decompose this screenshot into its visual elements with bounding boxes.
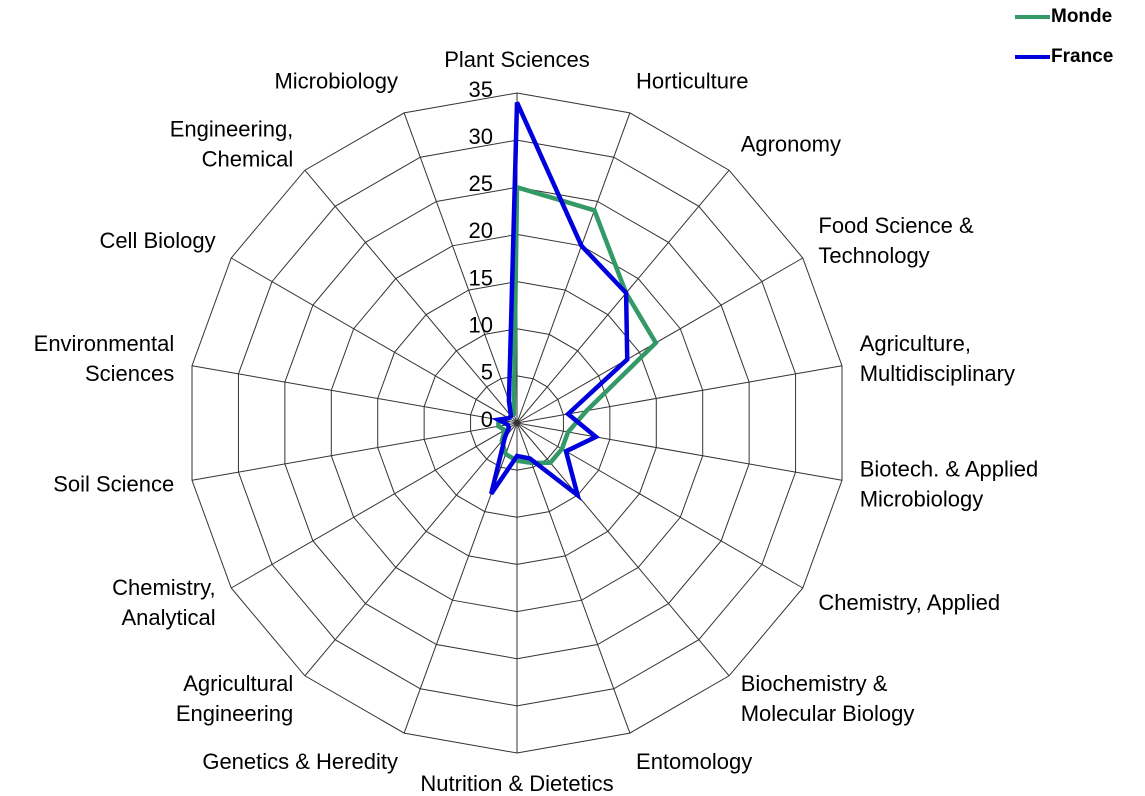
category-label: Nutrition & Dietetics	[420, 771, 613, 796]
category-label: Horticulture	[636, 69, 748, 94]
series-line	[489, 101, 630, 502]
category-label: Soil Science	[53, 472, 174, 497]
category-label: Sciences	[85, 361, 174, 386]
y-tick-label: 35	[469, 77, 493, 102]
y-tick-label: 10	[469, 313, 493, 338]
spoke	[516, 422, 730, 677]
spoke	[516, 112, 631, 424]
spoke	[516, 257, 804, 424]
legend-label: France	[1051, 46, 1113, 67]
category-label: Engineering	[176, 701, 293, 726]
spoke	[304, 169, 518, 424]
y-tick-label: 0	[481, 407, 493, 432]
category-label: Plant Sciences	[444, 47, 590, 72]
category-label: Microbiology	[860, 487, 984, 512]
spoke	[304, 422, 518, 677]
y-tick-label: 15	[469, 265, 493, 290]
category-label: Technology	[818, 243, 929, 268]
category-label: Chemical	[202, 147, 294, 172]
spoke	[230, 257, 518, 424]
category-label: Chemistry, Applied	[818, 590, 1000, 615]
category-label: Agronomy	[741, 132, 841, 157]
category-label: Multidisciplinary	[860, 361, 1015, 386]
category-label: Cell Biology	[99, 228, 215, 253]
spoke	[516, 422, 631, 734]
legend-label: Monde	[1051, 6, 1112, 27]
spoke	[191, 365, 518, 424]
category-label: Agricultural	[183, 671, 293, 696]
spoke	[516, 422, 843, 481]
category-label: Engineering,	[170, 117, 294, 142]
y-tick-label: 25	[469, 171, 493, 196]
spoke	[403, 112, 518, 424]
category-label: Agriculture,	[860, 331, 971, 356]
y-tick-label: 5	[481, 360, 493, 385]
category-label: Biotech. & Applied	[860, 457, 1039, 482]
y-tick-label: 30	[469, 124, 493, 149]
category-label: Biochemistry &	[741, 671, 888, 696]
category-label: Genetics & Heredity	[202, 749, 398, 774]
category-label: Entomology	[636, 749, 752, 774]
category-label: Environmental	[34, 331, 175, 356]
category-label: Chemistry,	[112, 575, 216, 600]
y-tick-label: 20	[469, 218, 493, 243]
category-label: Molecular Biology	[741, 701, 915, 726]
category-label: Microbiology	[274, 69, 398, 94]
spoke	[230, 422, 518, 589]
category-label: Food Science &	[818, 213, 974, 238]
spoke	[516, 169, 730, 424]
spoke	[403, 422, 518, 734]
category-label: Analytical	[121, 605, 215, 630]
spoke	[191, 422, 518, 481]
